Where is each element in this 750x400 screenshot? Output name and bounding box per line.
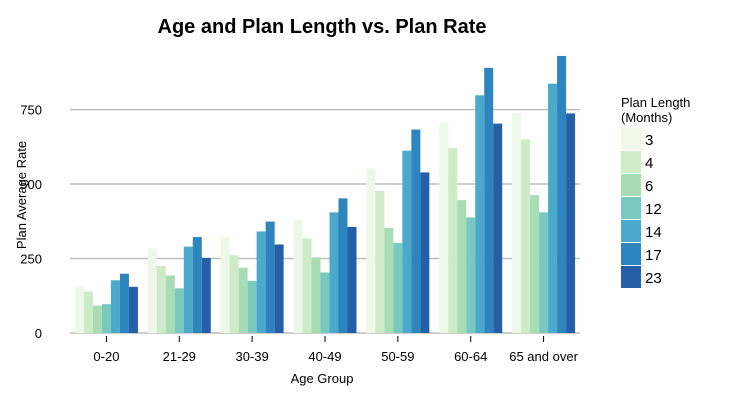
legend-label: 4 (645, 155, 653, 172)
x-tick-label: 65 and over (509, 349, 578, 364)
bar (201, 257, 211, 333)
bar (375, 190, 385, 333)
bar (393, 243, 403, 333)
legend-swatch (621, 243, 641, 265)
x-tick-label: 21-29 (163, 349, 196, 364)
bar (466, 217, 476, 333)
bar (147, 248, 157, 333)
bar (265, 221, 275, 333)
bar (256, 231, 266, 333)
bar (220, 236, 230, 333)
x-tick-label: 0-20 (93, 349, 119, 364)
bar (274, 244, 284, 333)
bar (347, 226, 357, 333)
bar (475, 95, 485, 333)
bar (512, 113, 522, 333)
legend-label: 14 (645, 224, 662, 241)
bar (548, 83, 558, 333)
bar (539, 212, 549, 333)
legend: Plan Length(Months) 3 4 6 12 14 17 23 (621, 95, 690, 288)
bar (247, 280, 257, 333)
x-tick-label: 60-64 (454, 349, 487, 364)
x-axis-title: Age Group (291, 371, 354, 386)
legend-label: 23 (645, 270, 662, 287)
bar (411, 129, 421, 333)
bar (83, 291, 93, 333)
bar (293, 219, 303, 333)
bar (566, 113, 576, 334)
bar (484, 67, 494, 333)
legend-label: 12 (645, 201, 662, 218)
legend-swatch (621, 220, 641, 242)
legend-label: 6 (645, 178, 653, 195)
bar (402, 150, 412, 333)
bar (420, 172, 430, 333)
x-ticks: 0-20 21-29 30-39 40-49 50-59 60-64 65 and over (93, 336, 579, 364)
bar (119, 273, 129, 333)
x-tick-label: 30-39 (236, 349, 269, 364)
bar (92, 305, 102, 333)
bar (557, 55, 567, 334)
bar (174, 288, 184, 333)
bar (101, 304, 111, 333)
legend-label: 3 (645, 132, 653, 149)
bar (229, 255, 239, 333)
y-ticks: 0 250 500 750 (20, 103, 42, 341)
bar (320, 272, 330, 333)
bar (183, 246, 193, 333)
bar (302, 238, 312, 333)
bar (448, 148, 458, 333)
legend-swatch (621, 128, 641, 150)
bar (238, 267, 248, 333)
bar (329, 212, 339, 333)
bar (311, 257, 321, 333)
legend-title: Plan Length (621, 95, 690, 110)
legend-swatch (621, 174, 641, 196)
legend-swatch (621, 266, 641, 288)
bar (457, 200, 467, 333)
bar (128, 286, 138, 333)
bar (110, 280, 120, 333)
bar (366, 168, 376, 333)
y-tick-label: 750 (20, 103, 42, 118)
bar (165, 275, 175, 333)
bar (338, 198, 348, 333)
y-tick-label: 500 (20, 177, 42, 192)
chart-title: Age and Plan Length vs. Plan Rate (158, 16, 487, 38)
y-tick-label: 0 (35, 326, 42, 341)
legend-title: (Months) (621, 110, 672, 125)
bar (493, 123, 503, 333)
legend-swatch (621, 151, 641, 173)
bar (521, 139, 531, 333)
legend-label: 17 (645, 247, 662, 264)
bar (156, 265, 166, 333)
y-tick-label: 250 (20, 252, 42, 267)
bar (384, 227, 394, 333)
bar (192, 237, 202, 333)
x-tick-label: 40-49 (308, 349, 341, 364)
bar (439, 122, 449, 333)
x-tick-label: 50-59 (381, 349, 414, 364)
bars (74, 55, 576, 334)
bar (530, 195, 540, 333)
y-axis-title: Plan Average Rate (14, 141, 29, 249)
bar (74, 286, 84, 333)
legend-swatch (621, 197, 641, 219)
